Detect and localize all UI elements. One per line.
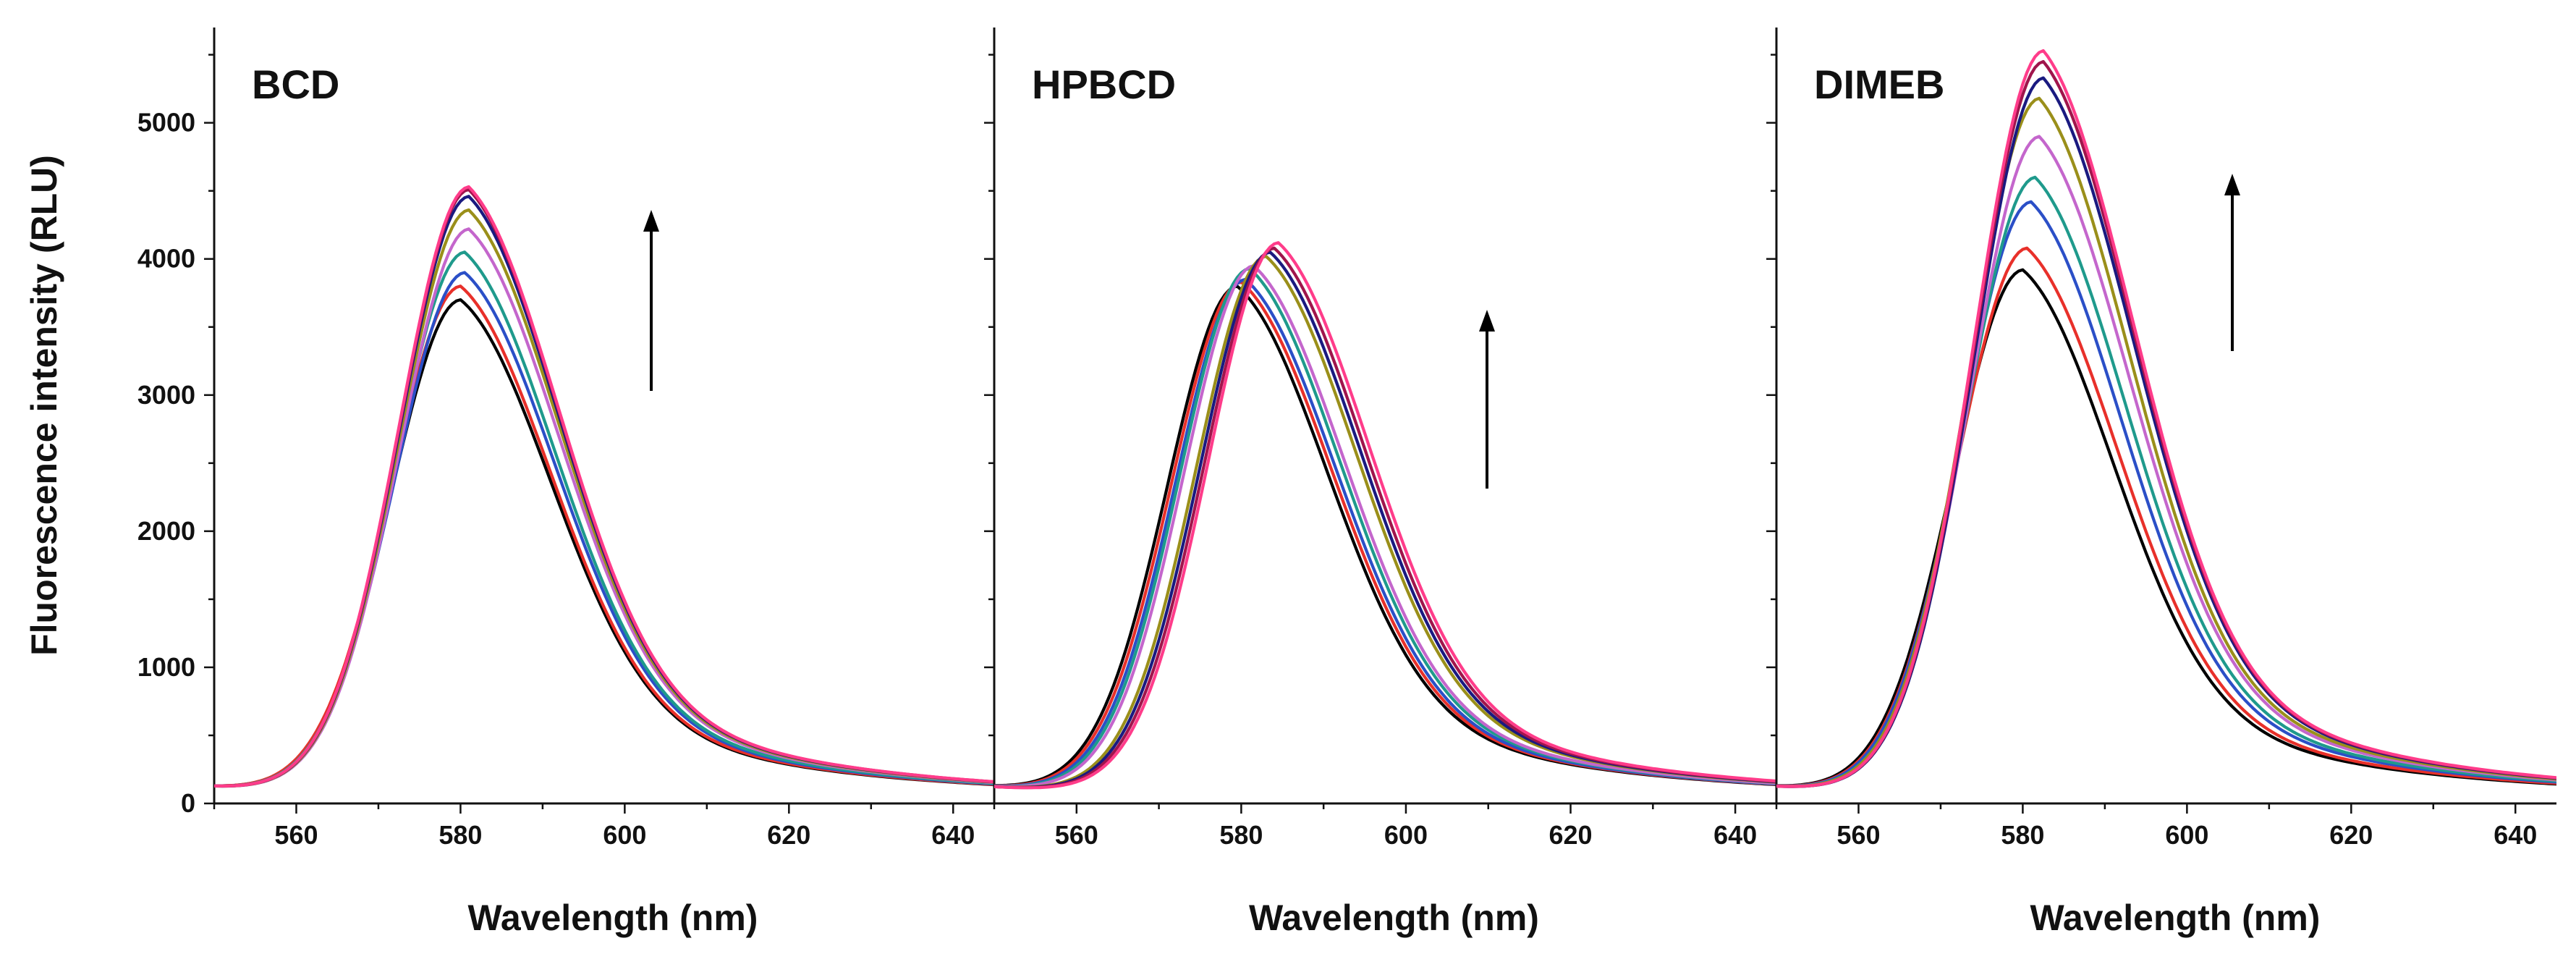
y-axis-title: Fluorescence intensity (RLU) xyxy=(24,155,64,656)
series-line-8 xyxy=(1776,59,2556,788)
x-tick-label: 560 xyxy=(1836,820,1880,850)
panel-title: DIMEB xyxy=(1814,62,1944,107)
chart-panel-1: 560 580 600 620 640 0 1000 2000 3000 4000 5000 Wave… xyxy=(137,28,994,938)
series-group xyxy=(994,241,1776,790)
y-tick-label: 4000 xyxy=(137,244,195,274)
series-line-9 xyxy=(994,241,1776,790)
series-group xyxy=(1776,48,2556,788)
series-line-8 xyxy=(214,187,994,788)
x-tick-label: 600 xyxy=(1384,820,1428,850)
chart-panel-2: 560 580 600 620 640 Wavelength (nm) HPBCD xyxy=(984,28,1776,938)
series-line-7 xyxy=(1776,76,2556,788)
series-line-3 xyxy=(1776,200,2556,788)
series-line-5 xyxy=(994,264,1776,788)
x-tick-label: 600 xyxy=(603,820,646,850)
x-tick-label: 580 xyxy=(1219,820,1263,850)
panel-title: HPBCD xyxy=(1032,62,1176,107)
arrow-head-icon xyxy=(2224,174,2240,195)
x-tick-label: 580 xyxy=(438,820,482,850)
x-tick-label: 620 xyxy=(767,820,810,850)
x-tick-label: 640 xyxy=(931,820,975,850)
series-line-6 xyxy=(1776,96,2556,788)
series-line-9 xyxy=(1776,48,2556,788)
x-tick-label: 580 xyxy=(2001,820,2044,850)
series-line-9 xyxy=(214,185,994,788)
x-axis-title: Wavelength (nm) xyxy=(468,898,758,938)
x-tick-label: 640 xyxy=(2494,820,2537,850)
y-tick-label: 1000 xyxy=(137,652,195,682)
x-tick-label: 620 xyxy=(2329,820,2373,850)
x-tick-label: 560 xyxy=(1055,820,1098,850)
x-axis-title: Wavelength (nm) xyxy=(2030,898,2321,938)
y-tick-label: 5000 xyxy=(137,108,195,138)
y-tick-label: 2000 xyxy=(137,516,195,546)
series-group xyxy=(214,185,994,788)
x-tick-label: 620 xyxy=(1548,820,1592,850)
x-axis-title: Wavelength (nm) xyxy=(1249,898,1539,938)
y-tick-label: 0 xyxy=(181,788,195,818)
panel-title: BCD xyxy=(252,62,339,107)
y-tick-label: 3000 xyxy=(137,380,195,410)
chart-panel-3: 560 580 600 620 640 Wavelength (nm) DIMEB xyxy=(1766,28,2556,938)
x-tick-label: 640 xyxy=(1713,820,1757,850)
x-tick-label: 600 xyxy=(2165,820,2208,850)
x-tick-label: 560 xyxy=(274,820,318,850)
arrow-head-icon xyxy=(1479,310,1495,332)
arrow-head-icon xyxy=(643,210,659,232)
